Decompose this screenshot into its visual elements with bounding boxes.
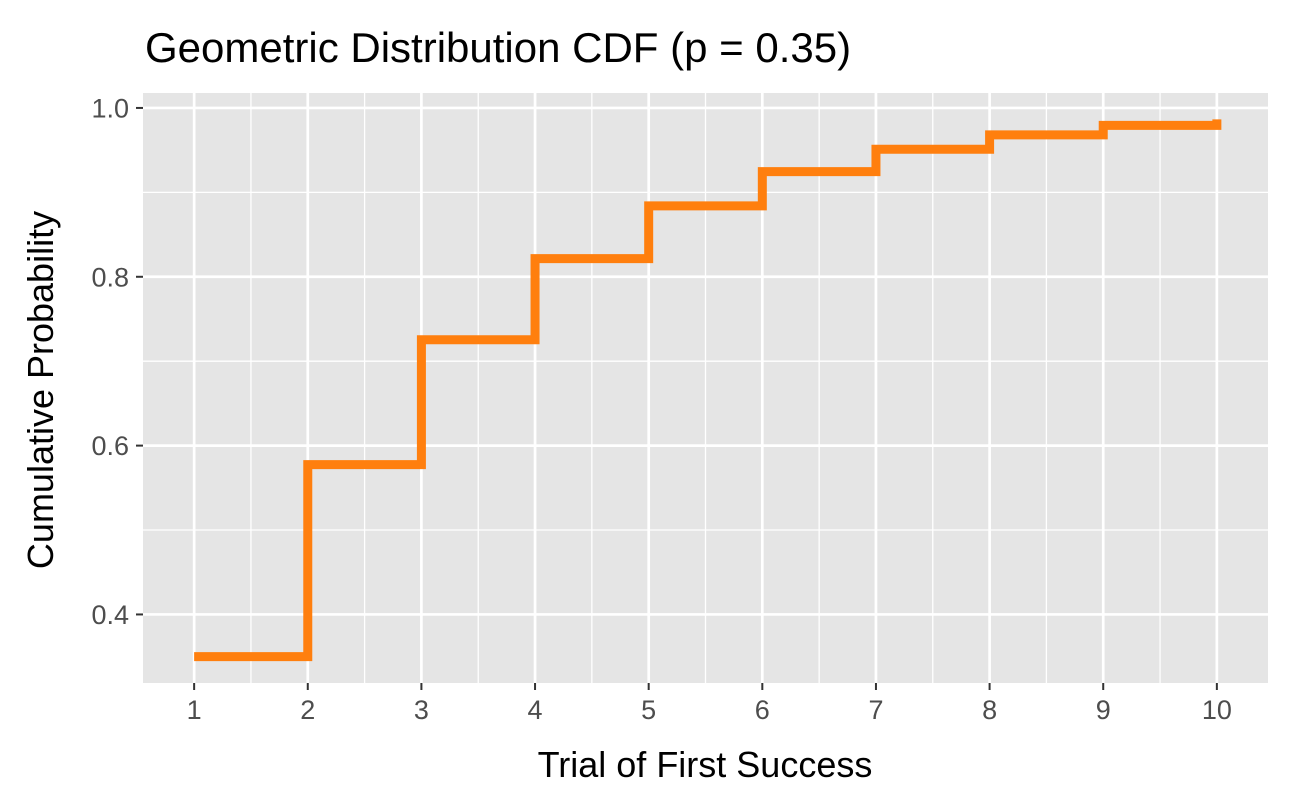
x-tick-label: 10 [1202, 695, 1232, 725]
cdf-step-line [194, 119, 1222, 662]
x-tick-label: 9 [1096, 695, 1111, 725]
chart-title: Geometric Distribution CDF (p = 0.35) [145, 24, 851, 71]
y-tick-label: 0.4 [91, 600, 129, 630]
x-tick-label: 4 [528, 695, 543, 725]
x-axis-title: Trial of First Success [538, 744, 873, 785]
y-axis-title: Cumulative Probability [20, 211, 61, 569]
y-tick-label: 1.0 [91, 93, 129, 123]
y-tick-label: 0.6 [91, 431, 129, 461]
x-tick-label: 8 [982, 695, 997, 725]
x-tick-label: 5 [641, 695, 656, 725]
minor-gridlines [143, 93, 1268, 683]
x-tick-label: 1 [187, 695, 202, 725]
x-tick-label: 2 [300, 695, 315, 725]
x-axis: 1 2 3 4 5 6 7 8 9 10 [187, 683, 1232, 725]
x-tick-label: 6 [755, 695, 770, 725]
x-tick-label: 3 [414, 695, 429, 725]
cdf-series [194, 119, 1222, 662]
y-tick-label: 0.8 [91, 262, 129, 292]
y-axis: 0.4 0.6 0.8 1.0 [91, 93, 143, 630]
x-tick-label: 7 [868, 695, 883, 725]
